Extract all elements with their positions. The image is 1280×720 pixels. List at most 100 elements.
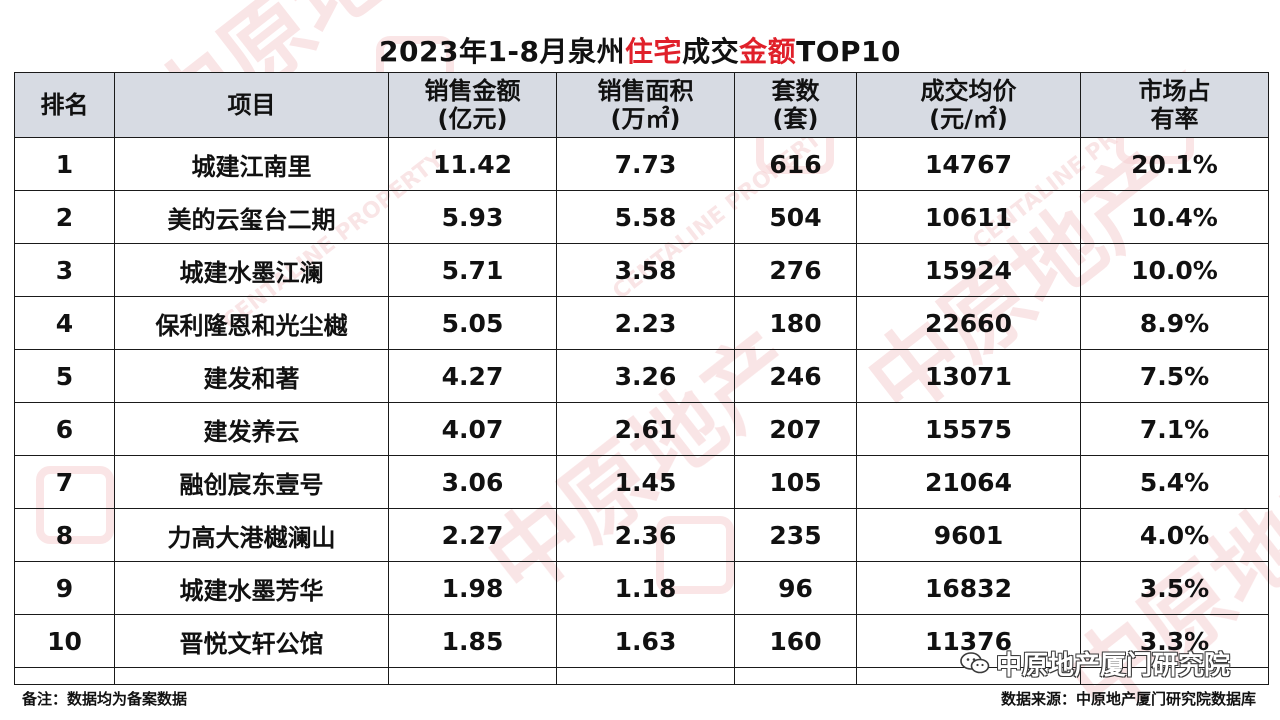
amount-cell: 4.07 — [388, 402, 557, 456]
units-cell: 207 — [734, 402, 857, 456]
rank-cell: 9 — [14, 561, 115, 615]
price-cell: 16832 — [856, 561, 1081, 615]
rank-cell: 2 — [14, 190, 115, 244]
table-row: 9 城建水墨芳华 1.98 1.18 96 16832 3.5% — [14, 561, 1269, 615]
column-header-project: 项目 — [114, 72, 389, 138]
rank-cell: 7 — [14, 455, 115, 509]
share-cell: 3.5% — [1080, 561, 1269, 615]
amount-cell: 1.85 — [388, 614, 557, 668]
units-cell: 105 — [734, 455, 857, 509]
price-cell: 22660 — [856, 296, 1081, 350]
share-cell: 20.1% — [1080, 137, 1269, 191]
title-highlight-residential: 住宅 — [625, 35, 683, 68]
area-cell: 7.73 — [556, 137, 735, 191]
price-cell: 21064 — [856, 455, 1081, 509]
amount-cell: 5.93 — [388, 190, 557, 244]
units-cell: 180 — [734, 296, 857, 350]
price-cell: 15924 — [856, 243, 1081, 297]
area-cell: 3.26 — [556, 349, 735, 403]
amount-cell: 2.27 — [388, 508, 557, 562]
units-cell: 96 — [734, 561, 857, 615]
table-row: 10 晋悦文轩公馆 1.85 1.63 160 11376 3.3% — [14, 614, 1269, 668]
area-cell: 2.23 — [556, 296, 735, 350]
price-cell: 11376 — [856, 614, 1081, 668]
amount-cell: 5.71 — [388, 243, 557, 297]
column-header-price: 成交均价 (元/㎡) — [856, 72, 1081, 138]
table-row: 1 城建江南里 11.42 7.73 616 14767 20.1% — [14, 137, 1269, 191]
units-cell: 160 — [734, 614, 857, 668]
table-row: 2 美的云玺台二期 5.93 5.58 504 10611 10.4% — [14, 190, 1269, 244]
project-cell: 保利隆恩和光尘樾 — [114, 296, 389, 350]
project-cell: 融创宸东壹号 — [114, 455, 389, 509]
units-cell: 616 — [734, 137, 857, 191]
amount-cell: 4.27 — [388, 349, 557, 403]
footer-source: 数据来源：中原地产厦门研究院数据库 — [1000, 690, 1256, 708]
title-middle: 成交 — [682, 35, 740, 68]
table-spacer-row — [14, 667, 1269, 685]
project-cell: 城建江南里 — [114, 137, 389, 191]
table-row: 6 建发养云 4.07 2.61 207 15575 7.1% — [14, 402, 1269, 456]
project-cell: 建发和著 — [114, 349, 389, 403]
title-highlight-amount: 金额 — [739, 35, 797, 68]
rank-cell: 3 — [14, 243, 115, 297]
amount-cell: 11.42 — [388, 137, 557, 191]
project-cell: 美的云玺台二期 — [114, 190, 389, 244]
share-cell: 7.5% — [1080, 349, 1269, 403]
price-cell: 15575 — [856, 402, 1081, 456]
area-cell: 1.18 — [556, 561, 735, 615]
rank-cell: 4 — [14, 296, 115, 350]
price-cell: 9601 — [856, 508, 1081, 562]
wechat-icon — [960, 651, 990, 675]
units-cell: 504 — [734, 190, 857, 244]
table-row: 8 力高大港樾澜山 2.27 2.36 235 9601 4.0% — [14, 508, 1269, 562]
rank-cell: 10 — [14, 614, 115, 668]
rank-cell: 1 — [14, 137, 115, 191]
column-header-amount: 销售金额 (亿元) — [388, 72, 557, 138]
project-cell: 力高大港樾澜山 — [114, 508, 389, 562]
share-cell: 7.1% — [1080, 402, 1269, 456]
share-cell: 5.4% — [1080, 455, 1269, 509]
rank-cell: 6 — [14, 402, 115, 456]
rank-cell: 8 — [14, 508, 115, 562]
wechat-account-badge: 中原地产厦门研究院 — [960, 646, 1231, 681]
ranking-table: 排名 项目 销售金额 (亿元) 销售面积 (万㎡) 套数 (套) 成交均价 (元/㎡) … — [14, 72, 1269, 685]
amount-cell: 3.06 — [388, 455, 557, 509]
area-cell: 2.36 — [556, 508, 735, 562]
column-header-rank: 排名 — [14, 72, 115, 138]
price-cell: 13071 — [856, 349, 1081, 403]
table-row: 5 建发和著 4.27 3.26 246 13071 7.5% — [14, 349, 1269, 403]
table-header-row: 排名 项目 销售金额 (亿元) 销售面积 (万㎡) 套数 (套) 成交均价 (元/㎡) … — [14, 72, 1269, 138]
share-cell: 4.0% — [1080, 508, 1269, 562]
amount-cell: 5.05 — [388, 296, 557, 350]
project-cell: 城建水墨江澜 — [114, 243, 389, 297]
title-suffix: TOP10 — [796, 35, 901, 68]
area-cell: 1.45 — [556, 455, 735, 509]
footer-note: 备注：数据均为备案数据 — [22, 690, 188, 708]
price-cell: 14767 — [856, 137, 1081, 191]
units-cell: 235 — [734, 508, 857, 562]
column-header-area: 销售面积 (万㎡) — [556, 72, 735, 138]
table-row: 7 融创宸东壹号 3.06 1.45 105 21064 5.4% — [14, 455, 1269, 509]
price-cell: 10611 — [856, 190, 1081, 244]
table-row: 4 保利隆恩和光尘樾 5.05 2.23 180 22660 8.9% — [14, 296, 1269, 350]
area-cell: 1.63 — [556, 614, 735, 668]
units-cell: 246 — [734, 349, 857, 403]
area-cell: 5.58 — [556, 190, 735, 244]
title-prefix: 2023年1-8月泉州 — [379, 35, 626, 68]
area-cell: 2.61 — [556, 402, 735, 456]
area-cell: 3.58 — [556, 243, 735, 297]
share-cell: 8.9% — [1080, 296, 1269, 350]
project-cell: 建发养云 — [114, 402, 389, 456]
share-cell: 10.4% — [1080, 190, 1269, 244]
wechat-account-name: 中原地产厦门研究院 — [996, 650, 1231, 681]
amount-cell: 1.98 — [388, 561, 557, 615]
table-row: 3 城建水墨江澜 5.71 3.58 276 15924 10.0% — [14, 243, 1269, 297]
share-cell: 10.0% — [1080, 243, 1269, 297]
column-header-units: 套数 (套) — [734, 72, 857, 138]
units-cell: 276 — [734, 243, 857, 297]
project-cell: 晋悦文轩公馆 — [114, 614, 389, 668]
table-title: 2023年1-8月泉州住宅成交金额TOP10 — [0, 30, 1280, 74]
project-cell: 城建水墨芳华 — [114, 561, 389, 615]
column-header-share: 市场占 有率 — [1080, 72, 1269, 138]
rank-cell: 5 — [14, 349, 115, 403]
